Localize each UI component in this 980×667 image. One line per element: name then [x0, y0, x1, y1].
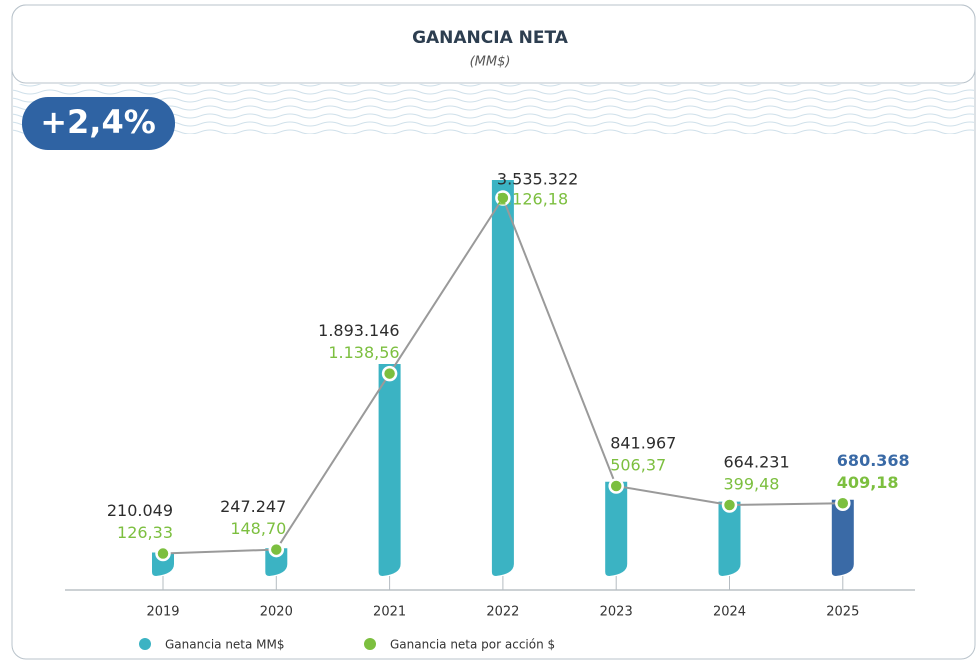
point	[381, 365, 398, 382]
x-tick-label: 2020	[260, 605, 293, 620]
value-label: 148,70	[230, 519, 286, 538]
value-label: 2.126,18	[497, 190, 568, 209]
x-tick-label: 2024	[713, 605, 746, 620]
legend-label: Ganancia neta MM$	[165, 638, 285, 652]
bar	[265, 548, 288, 576]
badge	[22, 97, 175, 150]
bar	[831, 499, 854, 576]
bar	[378, 363, 401, 576]
bar	[718, 501, 741, 576]
legend-label: Ganancia neta por acción $	[390, 638, 555, 652]
chart-title: GANANCIA NETA	[412, 28, 569, 48]
value-label: 247.247	[220, 497, 286, 516]
point	[155, 545, 171, 562]
value-label: 506,37	[610, 455, 666, 474]
x-tick-label: 2023	[600, 605, 633, 620]
value-label: 210.049	[107, 501, 173, 520]
value-label: 1.893.146	[318, 321, 399, 340]
legend-swatch	[139, 638, 151, 650]
point	[835, 495, 851, 512]
value-label: 399,48	[724, 474, 780, 493]
value-label: 126,33	[117, 523, 173, 542]
x-tick-label: 2021	[373, 605, 406, 620]
value-label: 1.138,56	[328, 343, 399, 362]
point	[495, 190, 511, 206]
bar	[491, 180, 514, 576]
chart-subtitle: (MM$)	[470, 55, 511, 70]
point	[721, 497, 738, 513]
bar	[605, 481, 628, 576]
value-label: 680.368	[837, 451, 910, 470]
value-label: 409,18	[837, 473, 899, 492]
legend-swatch	[364, 638, 376, 650]
x-tick-label: 2025	[826, 605, 859, 620]
x-tick-label: 2022	[486, 605, 519, 620]
value-label: 841.967	[610, 433, 676, 452]
header	[11, 4, 976, 84]
point	[268, 541, 285, 558]
value-label: 664.231	[724, 452, 790, 471]
badge-text: +2,4%	[40, 103, 156, 141]
value-label: 3.535.322	[497, 170, 578, 189]
point	[608, 478, 624, 494]
x-tick-label: 2019	[146, 605, 179, 620]
